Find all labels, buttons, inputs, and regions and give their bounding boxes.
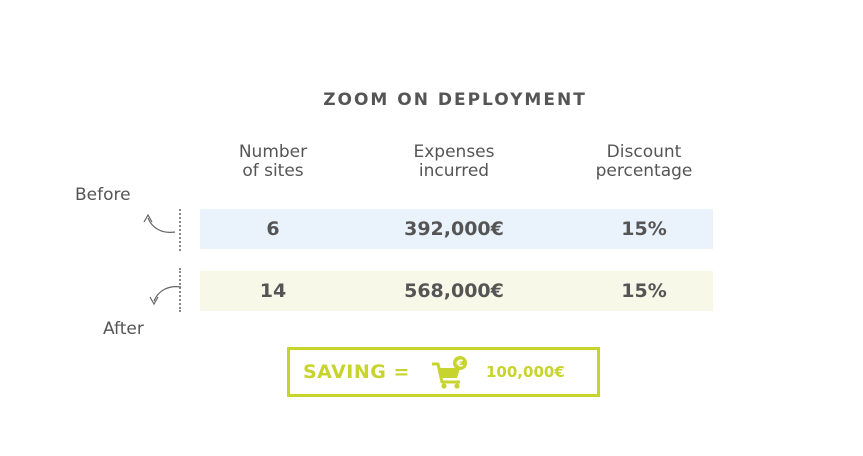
saving-box: SAVING = € 100,000€ — [287, 347, 600, 397]
table-row-before: 6 392,000€ 15% — [200, 209, 713, 249]
cell-expenses-after: 568,000€ — [404, 280, 504, 302]
cell-discount-after: 15% — [621, 280, 667, 302]
column-header-expenses: Expenses incurred — [384, 143, 524, 181]
shopping-cart-euro-icon: € — [432, 356, 467, 389]
curved-arrow-before-icon — [143, 213, 176, 233]
dotted-bracket-before — [179, 209, 181, 251]
column-header-line: Expenses — [413, 142, 495, 162]
saving-label: SAVING = — [303, 361, 410, 383]
column-header-line: of sites — [242, 161, 304, 181]
column-header-line: incurred — [418, 161, 490, 181]
curved-arrow-after-icon — [149, 286, 182, 306]
column-header-line: Discount — [606, 142, 682, 162]
cell-sites-after: 14 — [259, 280, 287, 302]
column-header-line: Number — [238, 142, 308, 162]
saving-value: 100,000€ — [486, 363, 565, 381]
cell-expenses-before: 392,000€ — [404, 218, 504, 240]
column-header-line: percentage — [595, 161, 693, 181]
svg-text:€: € — [456, 359, 464, 370]
page-title: ZOOM ON DEPLOYMENT — [323, 90, 587, 110]
dotted-bracket-after — [179, 268, 181, 312]
after-label: After — [103, 319, 144, 339]
column-header-discount: Discount percentage — [574, 143, 714, 181]
cell-sites-before: 6 — [266, 218, 280, 240]
before-label: Before — [75, 185, 131, 205]
cell-discount-before: 15% — [621, 218, 667, 240]
column-header-sites: Number of sites — [213, 143, 333, 181]
table-row-after: 14 568,000€ 15% — [200, 271, 713, 311]
